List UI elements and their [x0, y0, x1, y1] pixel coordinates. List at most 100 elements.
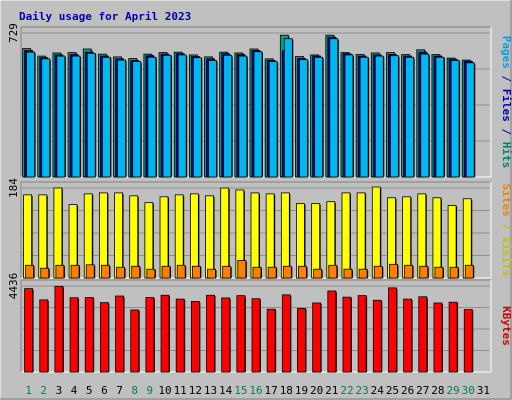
- bar-visits-day-13: [205, 195, 214, 279]
- bar-sites-day-26: [404, 264, 414, 279]
- bar-sites-day-15: [237, 259, 247, 279]
- bar-sites-day-28: [434, 266, 444, 279]
- legend-entry: KBytes: [500, 306, 512, 346]
- bar-pages-day-24: [374, 55, 384, 178]
- bar-pages-day-21: [329, 38, 339, 178]
- day-label-9: 9: [147, 384, 154, 397]
- bar-sites-day-4: [70, 264, 80, 279]
- bar-sites-day-21: [328, 264, 338, 279]
- bar-visits-day-28: [432, 197, 442, 279]
- bar-visits-day-24: [371, 186, 381, 279]
- bar-kbytes-day-19: [297, 308, 306, 373]
- bar-sites-day-6: [100, 264, 110, 279]
- bar-kbytes-day-20: [312, 302, 322, 373]
- day-label-7: 7: [116, 384, 123, 397]
- bar-pages-day-29: [450, 60, 460, 178]
- bar-kbytes-day-13: [206, 294, 215, 373]
- panel-top: 729 Pages / Files / Hits: [7, 23, 512, 178]
- day-label-28: 28: [431, 384, 444, 397]
- bar-pages-day-19: [299, 59, 308, 178]
- bar-kbytes-day-26: [403, 298, 413, 373]
- bar-pages-day-28: [435, 56, 445, 178]
- bar-pages-day-4: [71, 55, 81, 178]
- day-label-31: 31: [477, 384, 490, 397]
- bar-kbytes-day-7: [115, 295, 124, 373]
- day-label-18: 18: [280, 384, 293, 397]
- day-label-23: 23: [356, 384, 369, 397]
- day-label-20: 20: [310, 384, 323, 397]
- legend-entry: Files: [500, 89, 512, 122]
- bar-kbytes-day-9: [145, 297, 155, 373]
- bar-pages-day-5: [86, 52, 96, 178]
- legend-entry: Pages: [500, 36, 512, 69]
- bar-pages-day-11: [177, 54, 187, 178]
- bar-pages-day-13: [208, 60, 217, 178]
- bar-visits-day-23: [356, 192, 366, 279]
- bar-sites-day-23: [358, 268, 368, 279]
- bar-sites-day-18: [282, 265, 292, 279]
- bar-sites-day-20: [313, 268, 323, 279]
- bar-visits-day-3: [53, 187, 63, 279]
- bar-kbytes-day-10: [160, 294, 170, 373]
- bar-kbytes-day-2: [39, 299, 49, 373]
- bar-kbytes-day-23: [357, 295, 367, 373]
- bar-sites-day-8: [131, 265, 141, 279]
- bar-kbytes-day-30: [463, 309, 473, 373]
- day-label-16: 16: [249, 384, 262, 397]
- bar-pages-day-12: [192, 57, 202, 178]
- bar-pages-day-10: [162, 54, 172, 178]
- bar-sites-day-3: [55, 264, 65, 279]
- max-value-label: 184: [7, 178, 20, 198]
- bar-visits-day-10: [159, 196, 169, 279]
- day-label-22: 22: [340, 384, 353, 397]
- bar-visits-day-20: [311, 203, 321, 279]
- day-label-26: 26: [401, 384, 414, 397]
- bar-pages-day-23: [359, 56, 369, 178]
- max-value-label: 729: [7, 23, 20, 43]
- day-label-10: 10: [158, 384, 171, 397]
- day-label-4: 4: [71, 384, 78, 397]
- bar-kbytes-day-14: [221, 297, 231, 373]
- bar-sites-day-2: [40, 267, 50, 279]
- day-label-30: 30: [462, 384, 475, 397]
- day-label-27: 27: [416, 384, 429, 397]
- legend-entry: Hits: [500, 142, 512, 169]
- bar-pages-day-17: [268, 61, 278, 178]
- chart-title: Daily usage for April 2023: [19, 10, 191, 23]
- bar-kbytes-day-5: [84, 297, 94, 373]
- bar-sites-day-30: [464, 264, 474, 279]
- max-value-label: 4436: [7, 273, 20, 300]
- bar-kbytes-day-8: [130, 309, 140, 373]
- bar-sites-day-24: [373, 265, 383, 279]
- bar-visits-day-17: [265, 193, 275, 279]
- day-label-15: 15: [234, 384, 247, 397]
- bar-sites-day-29: [449, 266, 459, 279]
- bar-sites-day-12: [191, 265, 201, 279]
- bar-visits-day-7: [114, 192, 123, 279]
- bar-kbytes-day-15: [236, 295, 246, 373]
- legend-entry: Sites: [500, 184, 512, 217]
- day-label-12: 12: [189, 384, 202, 397]
- bar-sites-day-16: [252, 266, 262, 279]
- bar-visits-day-22: [341, 192, 351, 279]
- bar-visits-day-9: [144, 202, 154, 279]
- bar-sites-day-17: [267, 266, 277, 279]
- bar-kbytes-day-22: [342, 296, 352, 373]
- bar-sites-day-10: [161, 265, 171, 279]
- day-label-24: 24: [371, 384, 385, 397]
- bar-kbytes-day-16: [251, 298, 261, 373]
- bar-kbytes-day-17: [266, 308, 276, 373]
- bar-kbytes-day-18: [281, 294, 291, 373]
- day-label-1: 1: [25, 384, 32, 397]
- bar-kbytes-day-6: [99, 302, 109, 373]
- day-label-3: 3: [56, 384, 63, 397]
- bar-pages-day-14: [223, 54, 233, 178]
- bar-kbytes-day-28: [433, 302, 443, 373]
- bar-pages-day-18: [283, 38, 293, 178]
- bar-sites-day-19: [298, 265, 307, 279]
- bar-pages-day-20: [314, 56, 324, 178]
- bar-kbytes-day-25: [388, 287, 397, 373]
- bar-pages-day-26: [405, 56, 415, 178]
- bar-kbytes-day-1: [24, 288, 33, 373]
